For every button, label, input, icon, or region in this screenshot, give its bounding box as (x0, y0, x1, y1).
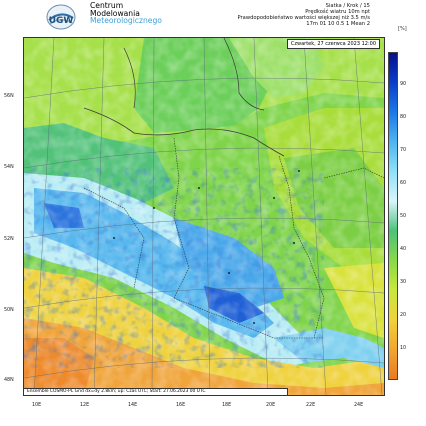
map-frame: Czwartek, 27 czerwca 2023 12:00 Ensemble… (23, 37, 385, 396)
lon-label-16e: 16E (176, 403, 186, 408)
coastline-2 (123, 38, 265, 111)
colorbar-tick-50: 50 (400, 214, 407, 219)
svg-text:UGW: UGW (49, 16, 74, 26)
colorbar-tick-90: 90 (400, 82, 407, 87)
borders (83, 137, 384, 339)
colorbar-tick-30: 30 (400, 280, 407, 285)
colorbar-tick-60: 60 (400, 181, 407, 186)
meta-line-2: Prędkość wiatru 10m npt (305, 9, 370, 16)
lat-label-54n: 54N (4, 165, 14, 170)
lon-label-24e: 24E (354, 403, 364, 408)
forecast-meta: Siatka / Krok / 15 Prędkość wiatru 10m n… (237, 3, 370, 27)
texture-blue (24, 168, 324, 368)
unit-label: [%] (398, 26, 407, 32)
lat-label-50n: 50N (4, 308, 14, 313)
meta-line-4: 17m 01 10 0.5 1 Mean 2 (306, 21, 370, 28)
header: UGW Centrum Modelowania Meteorologiczneg… (0, 0, 426, 36)
lat-label-52n: 52N (4, 237, 14, 242)
colorbar (388, 52, 398, 380)
imgw-logo: UGW (46, 4, 76, 30)
org-line-2: Modelowania (90, 8, 140, 18)
meta-line-1: Siatka / Krok / 15 (325, 3, 370, 9)
lon-label-20e: 20E (266, 403, 276, 408)
colorbar-tick-40: 40 (400, 247, 407, 252)
probability-map (24, 38, 384, 395)
colorbar-tick-10: 10 (400, 346, 407, 351)
org-line-1: Centrum (90, 1, 124, 10)
lon-label-18e: 18E (222, 403, 232, 408)
colorbar-tick-80: 80 (400, 115, 407, 120)
lat-label-56n: 56N (4, 94, 14, 99)
city-markers (113, 170, 300, 324)
forecast-date: Czwartek, 27 czerwca 2023 12:00 (286, 39, 380, 49)
lon-label-14e: 14E (128, 403, 138, 408)
lon-label-12e: 12E (80, 403, 90, 408)
org-name: Centrum Modelowania Meteorologicznego (90, 2, 162, 25)
org-line-3: Meteorologicznego (90, 16, 162, 26)
coastline-1 (83, 107, 285, 157)
meta-line-3: Prawdopodobieństwo wartości większej niż… (237, 15, 370, 22)
graticule (24, 38, 384, 395)
colorbar-tick-20: 20 (400, 313, 407, 318)
lon-label-10e: 10E (32, 403, 42, 408)
colorbar-tick-70: 70 (400, 148, 407, 153)
model-footer: Ensemble COSMO-PL Grid dx=dy 2.8km; up: … (24, 388, 288, 395)
lon-label-22e: 22E (306, 403, 316, 408)
lat-label-48n: 48N (4, 378, 14, 383)
